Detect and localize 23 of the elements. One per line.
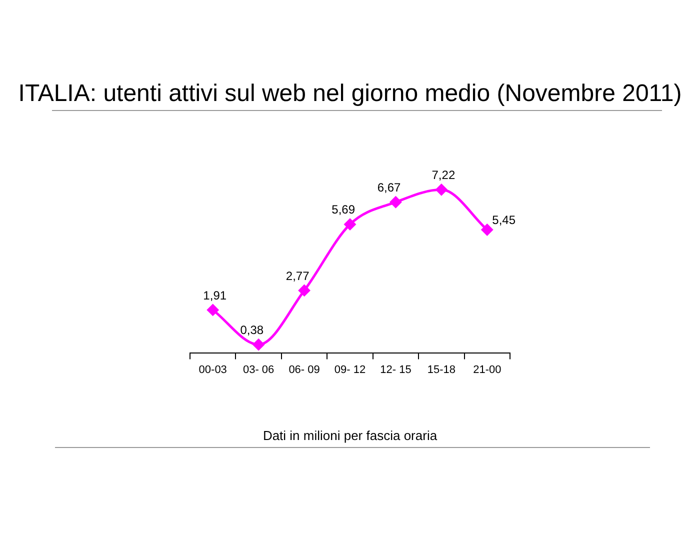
point (298, 284, 310, 296)
data-label: 5,69 (332, 202, 356, 217)
x-axis-title: Dati in milioni per fascia oraria (262, 428, 438, 443)
x-tick-label: 15-18 (427, 364, 456, 376)
point (252, 338, 265, 351)
point (390, 196, 402, 208)
x-tick-label: 12- 15 (380, 364, 412, 376)
x-tick-label: 09- 12 (334, 364, 366, 376)
data-label: 0,38 (240, 322, 264, 337)
chart-title: ITALIA: utenti attivi sul web nel giorno medio (Novembre 2011) (17, 80, 683, 108)
data-label: 6,67 (377, 180, 402, 194)
data-label: 7,22 (432, 168, 456, 182)
x-tick-label: 03- 06 (242, 364, 274, 376)
point (481, 224, 494, 236)
x-tick-label: 21-00 (473, 364, 502, 376)
x-tick-label: 06- 09 (288, 364, 320, 376)
x-tick-label: 00-03 (198, 364, 227, 376)
point (206, 304, 219, 316)
data-label: 5,45 (492, 213, 516, 228)
point (344, 218, 356, 230)
data-label: 2,77 (286, 268, 310, 283)
data-label: 1,91 (203, 288, 227, 302)
point (435, 184, 448, 196)
